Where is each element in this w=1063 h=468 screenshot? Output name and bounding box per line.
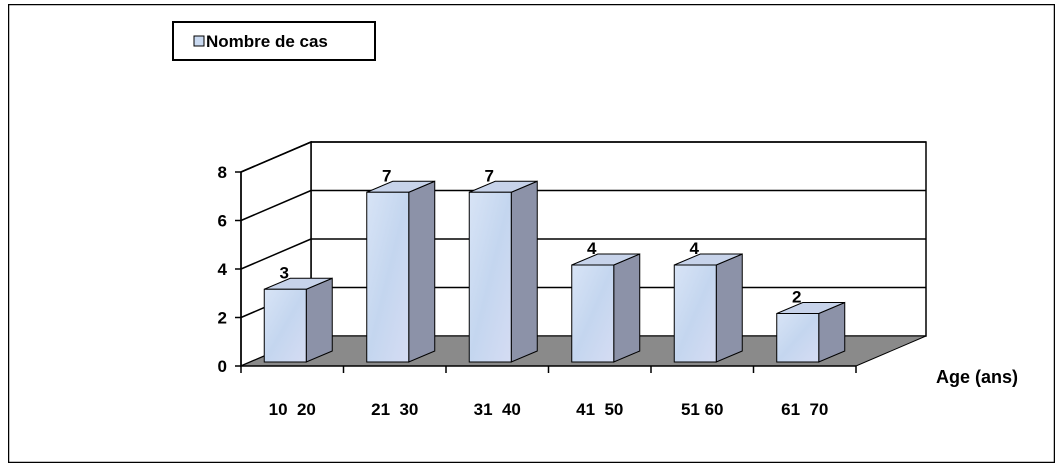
bar bbox=[776, 313, 820, 363]
gridline-side bbox=[240, 189, 312, 222]
gridline-side bbox=[240, 141, 312, 173]
bar-side bbox=[408, 180, 436, 363]
bar-side bbox=[510, 180, 538, 363]
bar bbox=[263, 288, 307, 363]
data-label: 4 bbox=[690, 239, 700, 258]
y-tick-label: 8 bbox=[218, 163, 227, 182]
y-tick-label: 2 bbox=[218, 309, 227, 328]
bar bbox=[366, 191, 410, 363]
x-tick-label: 21 30 bbox=[371, 400, 418, 419]
y-tick-label: 6 bbox=[218, 212, 227, 231]
x-axis-title: Age (ans) bbox=[936, 367, 1018, 387]
bar-side bbox=[715, 253, 743, 363]
legend-box bbox=[172, 21, 376, 61]
data-label: 7 bbox=[485, 166, 494, 185]
x-tick-label: 51 60 bbox=[681, 400, 724, 419]
legend: Nombre de cas bbox=[172, 21, 376, 61]
data-label: 2 bbox=[792, 288, 801, 307]
data-label: 7 bbox=[382, 166, 391, 185]
y-tick-label: 4 bbox=[218, 260, 228, 279]
x-tick-label: 41 50 bbox=[576, 400, 623, 419]
bar bbox=[673, 264, 717, 363]
legend-swatch bbox=[193, 35, 205, 47]
bar bbox=[571, 264, 615, 363]
x-tick-label: 61 70 bbox=[781, 400, 828, 419]
gridline-side bbox=[240, 238, 312, 270]
data-label: 4 bbox=[587, 239, 597, 258]
bar-side bbox=[613, 253, 641, 363]
x-tick-label: 31 40 bbox=[474, 400, 521, 419]
chart-svg: Nombre de cas 0 2 4 6 8 3 10 20 7 21 30 7 31 40 4 41… bbox=[7, 3, 1056, 464]
bar-side bbox=[305, 277, 333, 363]
x-tick-label: 10 20 bbox=[269, 400, 316, 419]
legend-label: Nombre de cas bbox=[206, 32, 328, 51]
data-label: 3 bbox=[280, 263, 289, 282]
plot-area: 0 2 4 6 8 3 10 20 7 21 30 7 31 40 4 41 50 4 51 60 2 61 7… bbox=[218, 140, 1018, 419]
chart-frame: Nombre de cas 0 2 4 6 8 3 10 20 7 21 30 7 31 40 4 41… bbox=[7, 3, 1056, 464]
y-tick-label: 0 bbox=[218, 357, 227, 376]
bar bbox=[468, 191, 512, 363]
